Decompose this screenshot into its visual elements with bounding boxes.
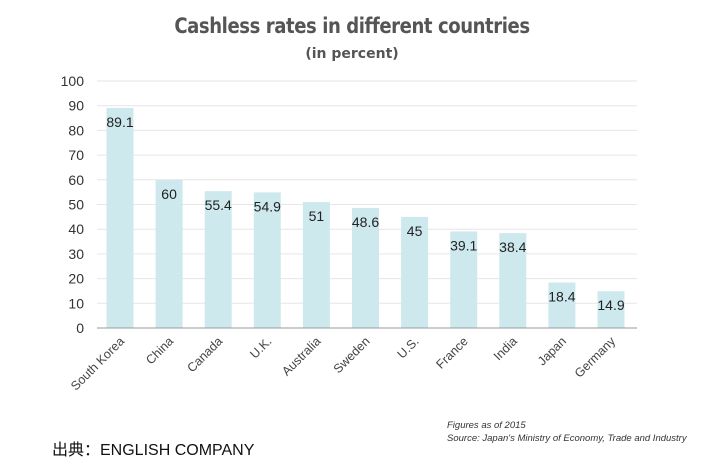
data-label: 18.4 — [548, 289, 575, 305]
y-tick-label: 50 — [68, 197, 84, 213]
y-tick-label: 60 — [68, 172, 84, 188]
x-tick-label: Australia — [279, 334, 323, 378]
y-tick-label: 100 — [61, 73, 85, 89]
x-tick-label: Germany — [572, 334, 619, 381]
y-tick-label: 0 — [76, 320, 84, 336]
x-tick-label: U.S. — [395, 334, 422, 361]
y-tick-label: 10 — [68, 295, 84, 311]
bar — [302, 202, 330, 328]
bars — [106, 107, 625, 328]
y-tick-label: 80 — [68, 122, 84, 138]
note-figures-date: Figures as of 2015 — [447, 420, 526, 431]
bar — [597, 291, 625, 328]
y-tick-label: 30 — [68, 246, 84, 262]
data-label: 55.4 — [205, 197, 232, 213]
bar — [106, 107, 134, 328]
source-credit: 出典：ENGLISH COMPANY — [52, 442, 255, 459]
bar — [499, 233, 527, 328]
x-axis-ticks: South Korea China Canada U.K. Australia Swede… — [68, 334, 619, 394]
y-tick-label: 90 — [68, 98, 84, 114]
chart-title: Cashless rates in different countries — [174, 14, 530, 38]
x-tick-label: U.K. — [247, 334, 274, 361]
chart-subtitle: (in percent) — [305, 46, 399, 62]
y-tick-label: 20 — [68, 271, 84, 287]
y-tick-label: 70 — [68, 147, 84, 163]
data-label: 51 — [309, 208, 325, 224]
x-tick-label: Japan — [535, 334, 569, 368]
x-tick-label: India — [491, 334, 520, 363]
x-tick-label: China — [143, 334, 176, 367]
x-tick-label: Canada — [184, 334, 225, 375]
value-labels: 89.1 60 55.4 54.9 51 48.6 45 39.1 38.4 18.4 14.9 — [106, 114, 624, 313]
data-label: 38.4 — [499, 239, 526, 255]
bar — [204, 191, 232, 328]
bar — [253, 192, 281, 328]
x-tick-label: Sweden — [331, 334, 373, 376]
chart-notes: Figures as of 2015 Source: Japan's Minis… — [447, 419, 687, 445]
y-axis-ticks: 0 10 20 30 40 50 60 70 80 90 100 — [61, 73, 85, 336]
bar — [548, 282, 576, 328]
bar — [450, 231, 478, 328]
data-label: 89.1 — [106, 114, 133, 130]
bar — [401, 216, 429, 328]
data-label: 39.1 — [450, 237, 477, 253]
x-tick-label: South Korea — [68, 334, 127, 393]
x-tick-label: France — [433, 334, 470, 371]
y-tick-label: 40 — [68, 221, 84, 237]
data-label: 54.9 — [254, 198, 281, 214]
data-label: 60 — [161, 186, 177, 202]
bar — [352, 207, 379, 328]
data-label: 14.9 — [597, 297, 624, 313]
bar — [155, 179, 183, 328]
data-label: 48.6 — [352, 214, 379, 230]
note-source: Source: Japan's Ministry of Economy, Tra… — [447, 433, 687, 444]
data-label: 45 — [407, 223, 423, 239]
